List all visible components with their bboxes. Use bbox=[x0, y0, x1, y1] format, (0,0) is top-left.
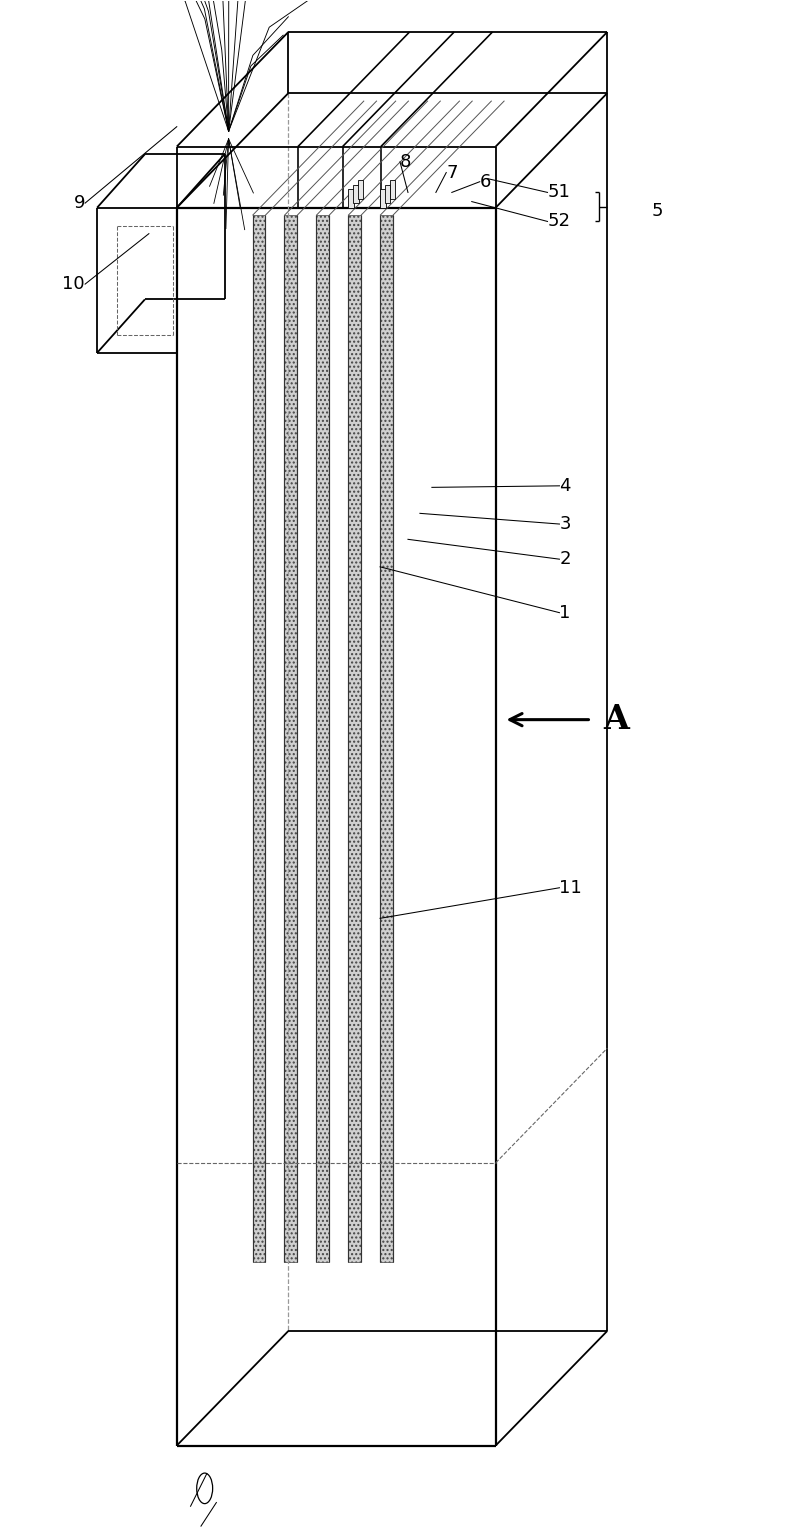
Text: 5: 5 bbox=[651, 202, 662, 220]
Bar bbox=[253, 216, 266, 1262]
Bar bbox=[358, 181, 363, 199]
Text: 4: 4 bbox=[559, 476, 571, 495]
Text: A: A bbox=[603, 703, 629, 736]
Bar bbox=[380, 190, 386, 208]
Text: 8: 8 bbox=[400, 153, 411, 171]
Text: 2: 2 bbox=[559, 550, 571, 568]
Bar bbox=[353, 185, 358, 204]
Text: 6: 6 bbox=[480, 173, 491, 191]
Bar bbox=[348, 216, 361, 1262]
Bar bbox=[316, 216, 329, 1262]
Bar bbox=[380, 216, 393, 1262]
Text: 10: 10 bbox=[62, 276, 85, 292]
Text: 7: 7 bbox=[446, 164, 458, 182]
Text: 3: 3 bbox=[559, 514, 571, 533]
Text: 1: 1 bbox=[559, 603, 571, 622]
Text: 11: 11 bbox=[559, 879, 582, 897]
Bar bbox=[390, 181, 395, 199]
Text: 52: 52 bbox=[547, 213, 570, 231]
Text: 51: 51 bbox=[547, 184, 570, 202]
Text: 9: 9 bbox=[74, 194, 85, 213]
Bar bbox=[348, 190, 354, 208]
Bar bbox=[285, 216, 297, 1262]
Bar bbox=[385, 185, 390, 204]
